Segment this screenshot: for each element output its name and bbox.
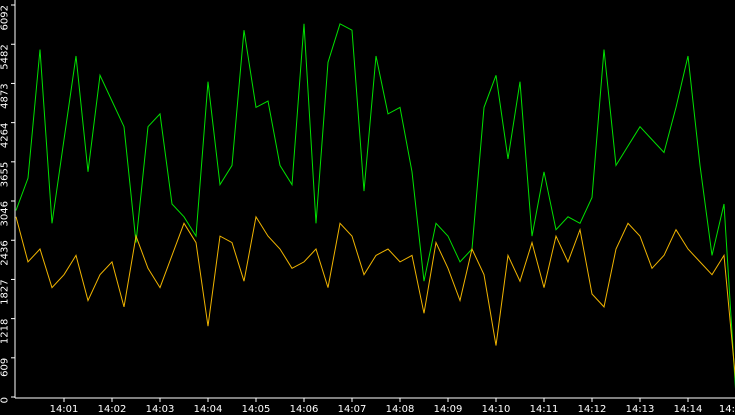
x-tick-label: 14: (719, 404, 735, 415)
y-tick-label: 3046 (0, 201, 10, 226)
x-tick-label: 14:10 (482, 404, 511, 415)
x-tick-label: 14:02 (98, 404, 127, 415)
x-tick-label: 14:12 (578, 404, 607, 415)
x-tick-label: 14:04 (194, 404, 223, 415)
x-tick-label: 14:11 (530, 404, 559, 415)
x-tick-label: 14:07 (338, 404, 367, 415)
y-tick-label: 609 (0, 358, 10, 377)
x-tick-label: 14:03 (146, 404, 175, 415)
data-line (15, 23, 735, 389)
x-tick-label: 14:05 (242, 404, 271, 415)
y-tick-label: 5482 (0, 44, 10, 69)
x-tick-label: 14:09 (434, 404, 463, 415)
y-tick-label: 2436 (0, 240, 10, 265)
y-tick-label: 6092 (0, 5, 10, 30)
y-tick-label: 1218 (0, 319, 10, 344)
x-tick-label: 14:08 (386, 404, 415, 415)
x-tick-label: 14:14 (674, 404, 703, 415)
x-tick-label: 14:06 (290, 404, 319, 415)
y-tick-label: 1827 (0, 279, 10, 304)
y-tick-label: 4873 (0, 83, 10, 108)
x-tick-label: 14:01 (50, 404, 79, 415)
y-tick-label: 4264 (0, 123, 10, 148)
data-line (15, 215, 735, 379)
x-tick-label: 14:13 (626, 404, 655, 415)
y-tick-label: 3655 (0, 162, 10, 187)
y-tick-label: 0 (0, 397, 10, 403)
